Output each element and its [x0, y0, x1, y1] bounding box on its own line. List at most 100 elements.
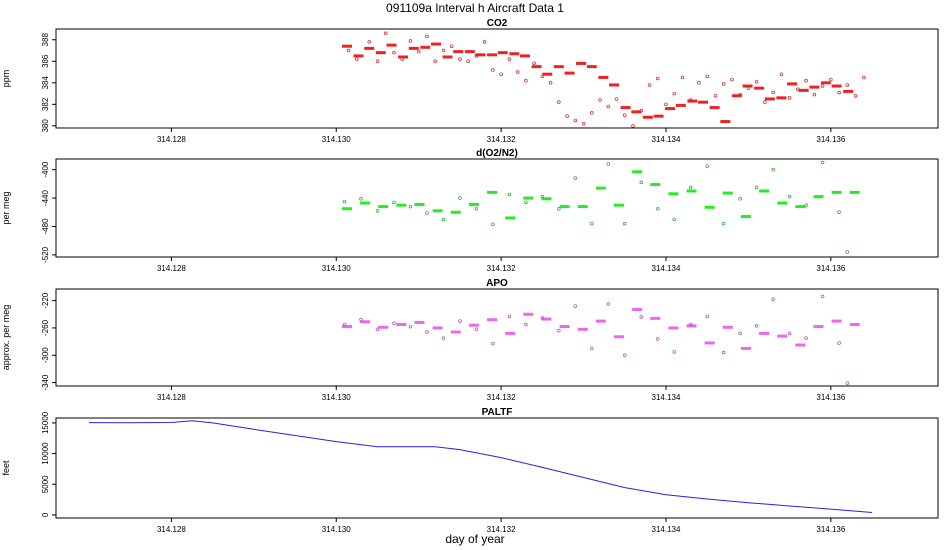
co2-sample-point — [688, 98, 693, 102]
co2-sample-point — [664, 102, 668, 107]
co2-sample-point — [862, 75, 866, 80]
o2n2-sample-point — [754, 185, 759, 190]
co2-sample-point — [705, 74, 709, 79]
co2-sample-point — [837, 90, 841, 95]
co2-sample-point — [383, 31, 388, 36]
o2n2-ytick-label: -480 — [41, 218, 50, 235]
co2-xtick-label: 314.132 — [487, 135, 516, 144]
o2n2-sample-point — [721, 221, 726, 226]
o2n2-sample-point — [738, 197, 742, 201]
paltf-ytick-label: 5000 — [41, 475, 50, 493]
o2n2-sample-point — [590, 221, 594, 226]
apo-sample-point — [573, 304, 578, 308]
co2-sample-point — [466, 59, 470, 64]
apo-sample-point — [557, 328, 561, 333]
co2-sample-point — [375, 59, 380, 64]
apo-xtick-label: 314.130 — [322, 393, 351, 402]
co2-sample-point — [680, 75, 685, 80]
o2n2-sample-point — [408, 204, 413, 209]
o2n2-sample-point — [375, 209, 380, 213]
figure-title: 091109a Interval h Aircraft Data 1 — [386, 1, 564, 15]
o2n2-sample-point — [688, 185, 693, 190]
co2-sample-point — [754, 79, 759, 84]
apo-sample-point — [507, 314, 512, 319]
co2-sample-point — [623, 113, 627, 117]
apo-sample-point — [837, 341, 841, 345]
paltf-xtick-label: 314.132 — [487, 525, 516, 534]
o2n2-sample-point — [540, 194, 545, 199]
apo-xtick-label: 314.136 — [816, 393, 845, 402]
panel-co2: CO2 ppm 314.128 314.130 314.132 314.134 314.13… — [1, 18, 939, 144]
o2n2-panel-title: d(O2/N2) — [476, 148, 518, 159]
apo-ytick-label: -340 — [41, 374, 50, 391]
paltf-ytick-label: 15000 — [41, 411, 50, 434]
o2n2-sample-point — [557, 206, 561, 211]
o2n2-sample-point — [524, 200, 528, 205]
o2n2-xtick-label: 314.134 — [652, 264, 681, 273]
co2-sample-point — [491, 68, 495, 72]
co2-ytick-label: 380 — [41, 119, 50, 133]
co2-sample-point — [614, 97, 619, 101]
co2-sample-point — [540, 74, 545, 79]
co2-sample-point — [829, 77, 833, 82]
co2-sample-point — [721, 82, 726, 86]
co2-sample-point — [524, 78, 528, 83]
co2-sample-point — [367, 40, 371, 44]
co2-sample-point — [400, 57, 404, 61]
co2-sample-point — [631, 124, 635, 128]
o2n2-sample-point — [359, 197, 363, 201]
paltf-series-line — [88, 420, 873, 513]
o2n2-xtick-label: 314.128 — [157, 264, 186, 273]
co2-ytick-label: 388 — [41, 33, 50, 47]
co2-ylabel: ppm — [1, 70, 11, 88]
o2n2-ytick-label: -400 — [41, 161, 50, 178]
co2-sample-point — [796, 87, 800, 92]
co2-ytick-label: 384 — [41, 76, 50, 90]
co2-sample-point — [425, 34, 429, 39]
o2n2-sample-point — [342, 199, 347, 204]
co2-sample-point — [845, 83, 850, 87]
co2-sample-point — [763, 100, 767, 104]
co2-sample-point — [713, 93, 718, 98]
co2-sample-point — [639, 109, 644, 113]
co2-ytick-label: 382 — [41, 97, 50, 111]
o2n2-sample-point — [573, 176, 578, 180]
apo-sample-point — [672, 350, 676, 354]
figure-xlabel: day of year — [445, 532, 504, 546]
co2-sample-point — [499, 72, 503, 76]
co2-sample-point — [573, 118, 578, 123]
o2n2-sample-point — [639, 180, 644, 185]
panel-paltf: PALTF feet 314.128 314.130 314.132 314.134 314… — [1, 407, 939, 534]
co2-sample-point — [346, 48, 351, 53]
apo-sample-point — [721, 350, 726, 355]
o2n2-plot-frame — [55, 158, 939, 258]
paltf-ytick-label: 0 — [41, 512, 50, 517]
apo-sample-point — [639, 315, 644, 319]
co2-sample-point — [606, 104, 611, 109]
apo-sample-point — [524, 322, 528, 327]
o2n2-sample-point — [474, 206, 479, 211]
co2-sample-point — [779, 72, 784, 76]
apo-sample-point — [771, 297, 775, 301]
co2-sample-point — [458, 57, 462, 61]
apo-sample-point — [408, 324, 413, 329]
apo-panel-title: APO — [486, 278, 508, 289]
apo-sample-point — [392, 321, 396, 325]
paltf-panel-title: PALTF — [482, 407, 513, 418]
apo-sample-point — [754, 324, 759, 328]
co2-plot-frame — [55, 28, 939, 129]
o2n2-sample-point — [705, 164, 709, 168]
co2-sample-point — [449, 44, 454, 48]
apo-xtick-label: 314.128 — [157, 393, 186, 402]
co2-sample-point — [771, 90, 775, 95]
co2-sample-point — [441, 48, 446, 53]
co2-sample-point — [787, 96, 792, 100]
apo-sample-point — [705, 314, 709, 319]
co2-sample-point — [738, 92, 742, 97]
o2n2-sample-point — [441, 217, 446, 222]
apo-sample-point — [474, 327, 479, 332]
paltf-plot-frame — [55, 417, 939, 519]
o2n2-xtick-label: 314.132 — [487, 264, 516, 273]
apo-sample-point — [458, 319, 462, 323]
apo-sample-point — [590, 346, 594, 351]
